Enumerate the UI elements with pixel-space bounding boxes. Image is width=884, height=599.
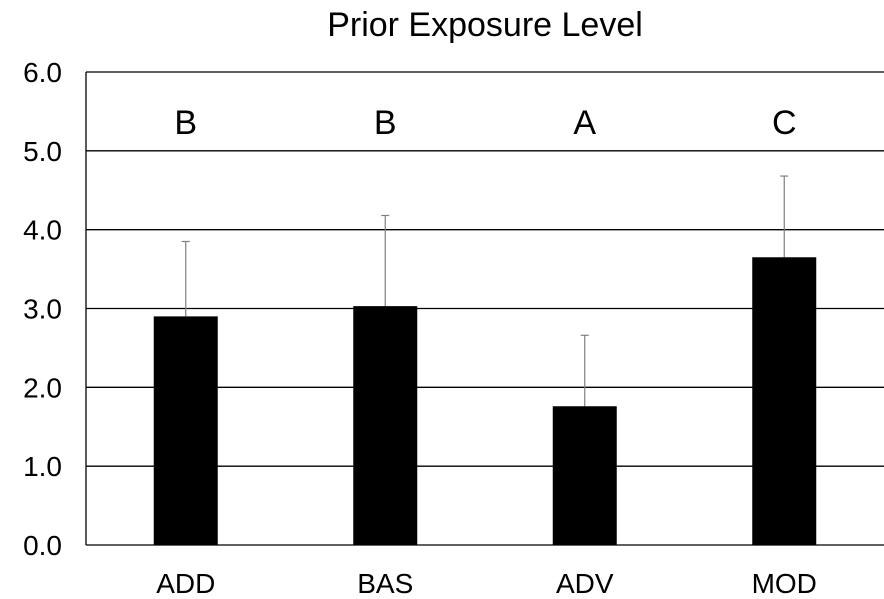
y-tick-label: 3.0 — [23, 294, 62, 325]
x-category-label-mod: MOD — [752, 568, 817, 599]
x-axis-categories: ADD BAS ADV MOD — [156, 568, 817, 599]
significance-label-mod: C — [772, 104, 797, 142]
gridlines — [86, 71, 884, 467]
x-category-label-bas: BAS — [357, 568, 413, 599]
x-category-label-add: ADD — [156, 568, 215, 599]
significance-label-adv: A — [573, 104, 596, 142]
bars — [153, 257, 817, 545]
y-tick-label: 1.0 — [23, 451, 62, 482]
y-tick-label: 6.0 — [23, 57, 62, 88]
bar-mod — [752, 257, 817, 545]
y-tick-label: 4.0 — [23, 215, 62, 246]
error-bars — [181, 175, 789, 407]
x-category-label-adv: ADV — [556, 568, 614, 599]
y-tick-label: 0.0 — [23, 530, 62, 561]
bar-add — [153, 316, 218, 545]
y-tick-label: 5.0 — [23, 136, 62, 167]
bar-bas — [353, 306, 418, 545]
significance-label-add: B — [174, 104, 197, 142]
y-tick-label: 2.0 — [23, 372, 62, 403]
significance-label-bas: B — [374, 104, 397, 142]
y-axis-ticks: 0.0 1.0 2.0 3.0 4.0 5.0 6.0 — [23, 57, 62, 561]
chart-title: Prior Exposure Level — [327, 6, 643, 44]
bar-adv — [552, 406, 617, 545]
